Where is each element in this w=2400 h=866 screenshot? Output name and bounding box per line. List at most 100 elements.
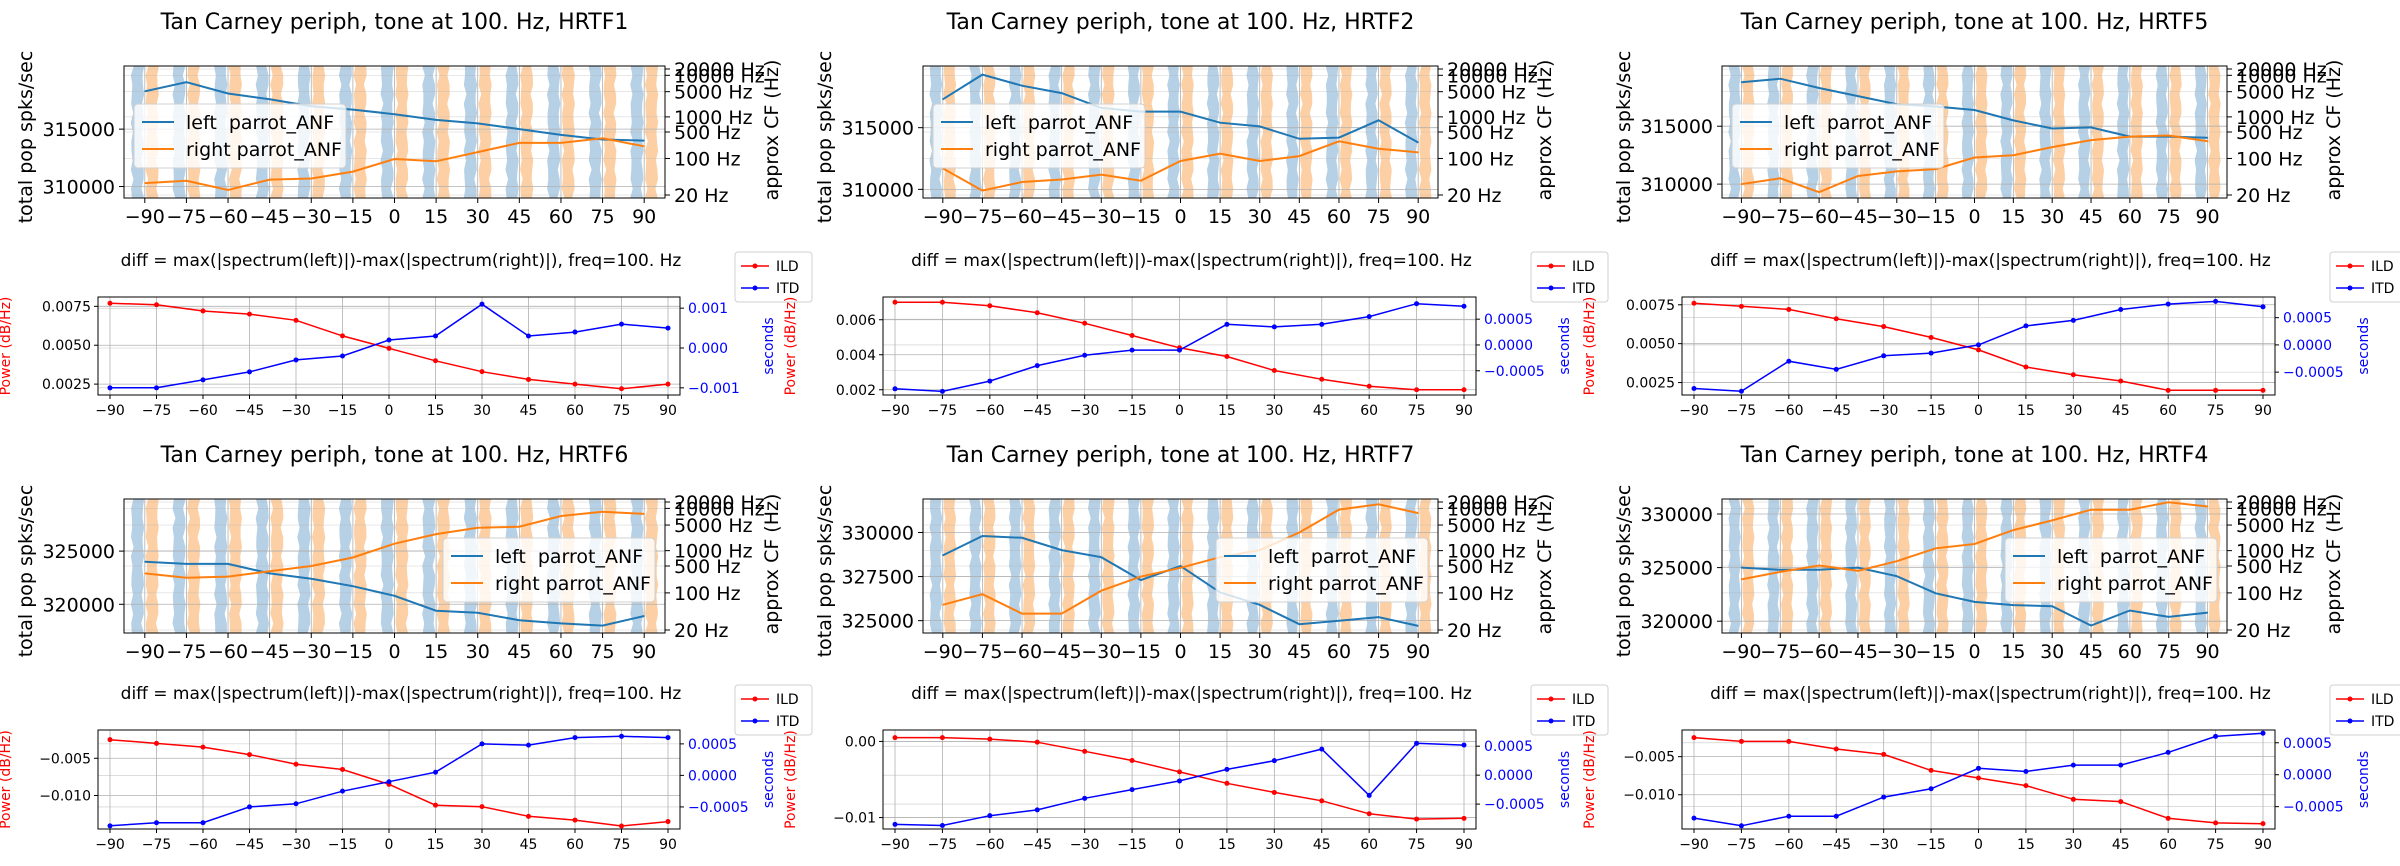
y2-tick-label: 0.0005 (1484, 739, 1533, 755)
y-tick-label: 310000 (841, 179, 914, 201)
legend-box (2329, 251, 2400, 303)
itd-point (1366, 314, 1372, 320)
legend-marker (2347, 696, 2353, 702)
x-tick-label: −45 (1042, 641, 1082, 663)
data-point (981, 189, 984, 192)
itd-point (1786, 358, 1792, 364)
x-tick-label: −45 (1838, 641, 1878, 663)
x-tick-label: 0 (1175, 837, 1184, 853)
data-point (1857, 567, 1859, 569)
legend-label: ITD (2371, 714, 2394, 730)
ild-point (107, 300, 113, 306)
legend-box (1215, 537, 1429, 603)
data-point (643, 615, 645, 617)
x-tick-label: 90 (632, 641, 656, 663)
y2-tick-label: 10000 Hz (674, 65, 765, 87)
legend-label: ITD (776, 714, 799, 730)
legend-label: right parrot_ANF (495, 573, 651, 595)
data-point (269, 572, 271, 575)
data-point (1259, 604, 1261, 606)
data-point (560, 515, 562, 517)
data-point (393, 543, 396, 545)
x-tick-label: 30 (473, 837, 491, 853)
data-point (1140, 180, 1142, 182)
ild-point (1881, 751, 1887, 757)
x-tick-label: 45 (520, 403, 538, 419)
x-tick-label: 60 (1360, 403, 1378, 419)
y-tick-label: −0.005 (1623, 750, 1675, 766)
itd-point (1691, 385, 1697, 391)
ild-point (1129, 757, 1135, 763)
ild-point (1224, 780, 1230, 786)
ild-point (1366, 811, 1372, 817)
itd-point (1414, 740, 1420, 746)
ild-point (2260, 821, 2266, 827)
itd-point (433, 769, 438, 775)
itd-point (293, 801, 299, 807)
y2-tick-label: 20 Hz (674, 620, 729, 642)
data-point (435, 533, 437, 535)
itd-point (1082, 352, 1088, 358)
itd-point (1414, 301, 1420, 307)
ild-point (1691, 735, 1697, 741)
legend-box (734, 251, 813, 303)
itd-point (1034, 807, 1040, 813)
data-point (1779, 571, 1781, 573)
itd-point (1271, 758, 1277, 764)
legend-label: ITD (2371, 281, 2394, 297)
x-tick-label: −90 (880, 403, 910, 419)
data-point (435, 160, 437, 162)
data-point (601, 624, 604, 627)
x-tick-label: 30 (2064, 403, 2082, 419)
x-tick-label: 45 (2112, 837, 2130, 853)
x-tick-label: −15 (1916, 206, 1956, 228)
ild-point (1738, 303, 1744, 309)
y2-axis-label: seconds (2356, 751, 2372, 808)
x-tick-label: 75 (2157, 206, 2181, 228)
x-tick-label: 45 (507, 206, 531, 228)
itd-point (247, 804, 252, 810)
ild-point (479, 369, 485, 375)
data-point (2206, 137, 2209, 139)
chart-title: diff = max(|spectrum(left)|)-max(|spectr… (1710, 251, 2271, 271)
y-tick-label: 315000 (42, 119, 115, 141)
data-point (2051, 146, 2053, 148)
legend-box (734, 684, 813, 736)
x-tick-label: 0 (1974, 837, 1983, 853)
itd-point (1928, 350, 1934, 356)
y-axis-label: Power (dB/Hz) (1582, 297, 1598, 396)
itd-point (1833, 366, 1839, 372)
chart-title: Tan Carney periph, tone at 100. Hz, HRTF… (1740, 443, 2209, 468)
data-point (1973, 543, 1976, 545)
data-point (1740, 567, 1743, 569)
data-point (435, 610, 437, 612)
data-point (2051, 519, 2053, 522)
itd-point (433, 333, 438, 339)
x-tick-label: −45 (1821, 403, 1851, 419)
ild-point (2118, 378, 2124, 384)
x-tick-label: 90 (1455, 837, 1473, 853)
data-point (1259, 125, 1261, 128)
y2-tick-label: 0.0000 (1484, 768, 1533, 784)
x-tick-label: −30 (291, 641, 331, 663)
x-tick-label: 15 (427, 403, 445, 419)
y2-tick-label: 0.0000 (2283, 768, 2332, 784)
ild-point (2023, 364, 2029, 370)
ild-point (987, 303, 993, 309)
y2-tick-label: 20000 Hz (1447, 59, 1538, 81)
data-point (1417, 625, 1419, 627)
x-tick-label: −60 (1799, 206, 1839, 228)
y-axis-label: total pop spks/sec (15, 485, 37, 658)
x-tick-label: 60 (1327, 206, 1351, 228)
data-point (2012, 154, 2014, 156)
y2-axis-label: seconds (1557, 317, 1573, 374)
data-point (1298, 155, 1300, 157)
x-tick-label: 0 (1968, 641, 1980, 663)
legend-label: ITD (1572, 714, 1595, 730)
x-tick-label: −60 (208, 206, 248, 228)
spike-rate-plot: −90−75−60−45−30−15 0 15 30 45 60 75 90 320000 325… (1613, 443, 2345, 663)
y-axis-label: total pop spks/sec (814, 485, 836, 658)
itd-point (1738, 388, 1744, 394)
